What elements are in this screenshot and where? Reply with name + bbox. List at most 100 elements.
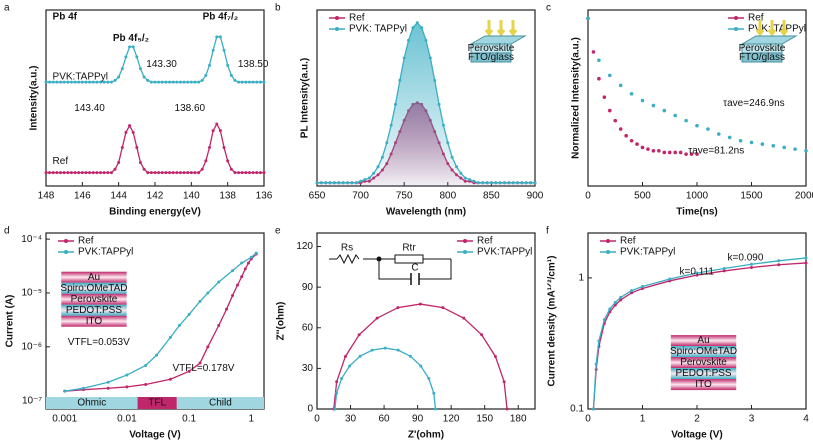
point	[44, 171, 48, 175]
point	[217, 280, 221, 284]
point	[168, 80, 172, 84]
region-label: TFL	[148, 398, 166, 409]
point	[804, 261, 808, 265]
point	[673, 113, 677, 118]
point	[106, 80, 110, 84]
point	[463, 176, 467, 180]
point	[332, 181, 336, 185]
point	[529, 181, 533, 185]
point	[198, 299, 202, 303]
point	[446, 141, 450, 145]
x-tick-label: 0.01	[117, 414, 137, 425]
point	[73, 80, 77, 84]
point	[246, 261, 250, 265]
point	[427, 377, 431, 381]
legend-label: PVK:TAPPyl	[477, 247, 532, 258]
point	[236, 283, 240, 287]
point	[793, 147, 797, 151]
point	[738, 138, 743, 143]
annotation: VTFL=0.178V	[172, 363, 234, 374]
point	[502, 181, 506, 185]
point	[138, 161, 142, 165]
point	[164, 80, 168, 84]
plot-frame	[316, 232, 536, 410]
point	[348, 364, 352, 368]
point	[613, 118, 618, 123]
point	[485, 181, 489, 185]
x-tick-label: 90	[412, 414, 424, 425]
stack-label: Spiro:OMeTAD	[670, 346, 737, 357]
point	[109, 171, 113, 175]
point	[237, 80, 241, 84]
point	[44, 80, 48, 84]
point	[333, 407, 337, 411]
stack-layer	[670, 357, 737, 369]
point	[472, 179, 476, 183]
stack-label: ITO	[695, 379, 712, 390]
x-tick-label: 800	[439, 191, 456, 202]
panel: e Z'(ohm) Z''(ohm) 0 30 60 90 120 150 180 0 30 60 90 1…	[275, 226, 536, 441]
point	[99, 171, 102, 175]
plot-frame	[45, 9, 265, 187]
point	[149, 80, 153, 84]
point	[182, 171, 186, 175]
point	[69, 171, 73, 175]
point	[673, 150, 677, 155]
stack-label: Spiro:OMeTAD	[60, 283, 127, 294]
point	[131, 45, 135, 49]
point	[189, 80, 193, 84]
point	[370, 348, 374, 352]
point	[120, 67, 124, 71]
point	[222, 145, 226, 149]
stack-layer	[61, 271, 127, 283]
point	[727, 135, 732, 140]
point	[657, 149, 661, 153]
point	[380, 155, 384, 159]
y-tick-label: 90	[302, 282, 314, 293]
point	[376, 165, 380, 169]
y-tick-label: 30	[302, 363, 314, 374]
point	[505, 407, 509, 411]
point	[750, 262, 753, 266]
point	[662, 150, 667, 155]
point	[113, 78, 117, 82]
point	[211, 48, 215, 52]
x-tick-label: 750	[396, 191, 413, 202]
point	[157, 80, 161, 84]
y-tick-label: 10⁻⁷	[22, 395, 42, 406]
point	[428, 56, 432, 60]
x-axis-label: Time(ns)	[676, 207, 718, 218]
point	[678, 150, 683, 155]
point	[186, 80, 190, 84]
point	[229, 73, 233, 77]
point	[81, 386, 85, 390]
point	[424, 38, 428, 42]
point	[389, 123, 393, 127]
point	[226, 63, 230, 67]
point	[171, 171, 175, 175]
point	[211, 129, 215, 133]
point	[408, 354, 412, 358]
point	[367, 176, 371, 180]
point	[498, 181, 502, 185]
y-tick-label: 10⁻⁵	[21, 288, 42, 299]
point	[591, 407, 595, 411]
x-axis-label: Voltage (V)	[129, 430, 180, 441]
point	[186, 171, 190, 175]
point	[507, 181, 511, 185]
point	[215, 122, 219, 126]
point	[624, 133, 628, 138]
point	[618, 83, 623, 88]
point	[358, 354, 362, 358]
point	[153, 80, 157, 84]
point	[468, 178, 472, 182]
legend-label: Ref	[78, 236, 94, 247]
point	[493, 354, 497, 358]
y-tick-label: 120	[296, 241, 313, 252]
point	[244, 171, 248, 175]
point	[243, 267, 247, 271]
legend-marker	[606, 250, 610, 254]
point	[254, 251, 258, 255]
point	[99, 80, 102, 84]
region-band	[137, 397, 177, 409]
